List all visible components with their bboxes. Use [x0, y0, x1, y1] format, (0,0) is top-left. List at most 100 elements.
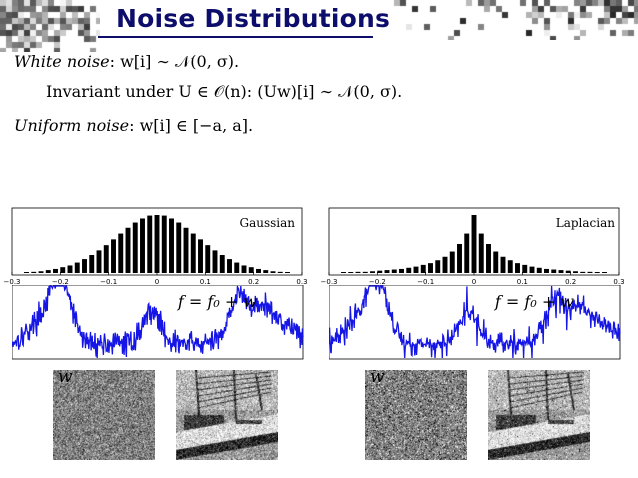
histogram-bar — [435, 260, 441, 273]
histogram-bar — [132, 222, 138, 273]
histogram-bar — [147, 215, 153, 273]
histogram-bar — [96, 250, 102, 273]
histogram-bar — [190, 233, 196, 273]
histogram-bar — [53, 268, 58, 273]
histogram-bar — [234, 262, 240, 273]
histogram-bar — [125, 227, 131, 273]
uniform-noise-label: Uniform noise — [14, 116, 130, 135]
histogram-bar — [515, 263, 520, 273]
histogram-bar — [500, 256, 506, 273]
histogram-bar — [183, 227, 189, 273]
header-decoration-right — [358, 0, 638, 40]
histogram-bar — [161, 215, 167, 273]
page-title: Noise Distributions — [116, 4, 391, 33]
histogram-bar — [428, 263, 433, 273]
histogram-bar — [558, 270, 564, 273]
histogram-bar — [486, 244, 491, 273]
histogram-bar — [24, 272, 29, 273]
white-noise-label: White noise — [14, 52, 110, 71]
histogram-bar — [384, 270, 390, 273]
histogram-bar — [256, 268, 261, 273]
histogram-bar — [248, 267, 254, 273]
histogram-bar — [493, 251, 499, 273]
histogram-bar — [522, 264, 528, 273]
uniform-noise-math: : w[i] ∈ [−a, a]. — [129, 116, 254, 135]
x-tick-label: −0.3 — [4, 278, 21, 285]
histogram-bar — [205, 245, 211, 273]
laplacian-noisy-boat-image — [488, 370, 590, 460]
gaussian-noisy-boat-image — [176, 370, 278, 460]
histogram-bar — [341, 272, 346, 273]
histogram-bar — [348, 272, 354, 273]
histogram-bar — [536, 267, 542, 273]
histogram-bar — [602, 272, 607, 273]
laplacian-histogram: Laplacian −0.3 −0.2 −0.1 0 0.1 0.2 0.3 — [321, 207, 625, 285]
gaussian-noise-image — [53, 370, 155, 460]
x-tick-label: 0.2 — [565, 278, 576, 285]
histogram-bar — [442, 256, 448, 273]
histogram-bar — [60, 267, 66, 273]
histogram-bar — [580, 271, 586, 273]
x-tick-label: −0.1 — [100, 278, 117, 285]
histogram-bar — [140, 218, 145, 273]
signal-curve — [329, 285, 621, 359]
histogram-bar — [118, 233, 124, 273]
histogram-bar — [169, 218, 174, 273]
x-tick-label: −0.2 — [369, 278, 386, 285]
histogram-bar — [198, 239, 203, 273]
histogram-bar — [285, 272, 290, 273]
histogram-bar — [241, 265, 247, 273]
histogram-bar — [544, 268, 549, 273]
histogram-bar — [478, 233, 484, 273]
histogram-bar — [45, 270, 51, 273]
histogram-bar — [529, 266, 535, 273]
histogram-bar — [362, 271, 368, 273]
header-decoration-left — [0, 0, 100, 52]
histogram-bar — [449, 251, 455, 273]
histogram-bar — [370, 271, 375, 273]
histogram-bar — [103, 245, 109, 273]
histogram-bar — [594, 272, 600, 273]
x-tick-label: −0.3 — [321, 278, 338, 285]
histogram-bar — [74, 262, 80, 273]
histogram-bar — [406, 267, 412, 273]
x-tick-label: 0 — [472, 278, 476, 285]
histogram-bar — [67, 265, 73, 273]
x-tick-label: 0.3 — [613, 278, 624, 285]
histogram-bar — [227, 259, 232, 273]
histogram-bar — [391, 269, 397, 273]
uniform-noise-line: Uniform noise: w[i] ∈ [−a, a]. — [14, 116, 253, 135]
histogram-bar — [507, 260, 513, 273]
histogram-bar — [420, 264, 426, 273]
white-noise-line: White noise: w[i] ∼ 𝒩(0, σ). — [14, 52, 239, 72]
gaussian-noise-label: w — [58, 367, 73, 387]
x-tick-label: 0.3 — [296, 278, 307, 285]
histogram-bar — [565, 270, 571, 273]
gaussian-signal-plot: f = f₀ + w — [12, 285, 304, 360]
histogram-bar — [573, 271, 578, 273]
histogram-bar — [89, 255, 95, 273]
signal-curve — [12, 285, 304, 359]
histogram-bar — [31, 271, 37, 273]
histogram-bar — [464, 233, 470, 273]
white-noise-math: : w[i] ∼ 𝒩(0, σ). — [109, 52, 240, 71]
histogram-bar — [457, 244, 462, 273]
x-tick-label: 0.1 — [517, 278, 528, 285]
x-tick-label: −0.1 — [417, 278, 434, 285]
histogram-bar — [551, 269, 557, 273]
histogram-bar — [154, 215, 160, 273]
histogram-bar — [176, 222, 182, 273]
histogram-bar — [212, 250, 218, 273]
laplacian-noise-image — [365, 370, 467, 460]
histogram-bar — [413, 266, 419, 273]
histogram-bar — [111, 239, 116, 273]
laplacian-noise-label: w — [370, 367, 385, 387]
x-tick-label: 0.1 — [200, 278, 211, 285]
histogram-bar — [219, 255, 225, 273]
histogram-bar — [270, 271, 276, 273]
histogram-bar — [263, 270, 269, 273]
gaussian-label: Gaussian — [239, 216, 295, 230]
x-tick-label: 0.2 — [248, 278, 259, 285]
histogram-bar — [277, 271, 283, 273]
x-tick-label: −0.2 — [52, 278, 69, 285]
